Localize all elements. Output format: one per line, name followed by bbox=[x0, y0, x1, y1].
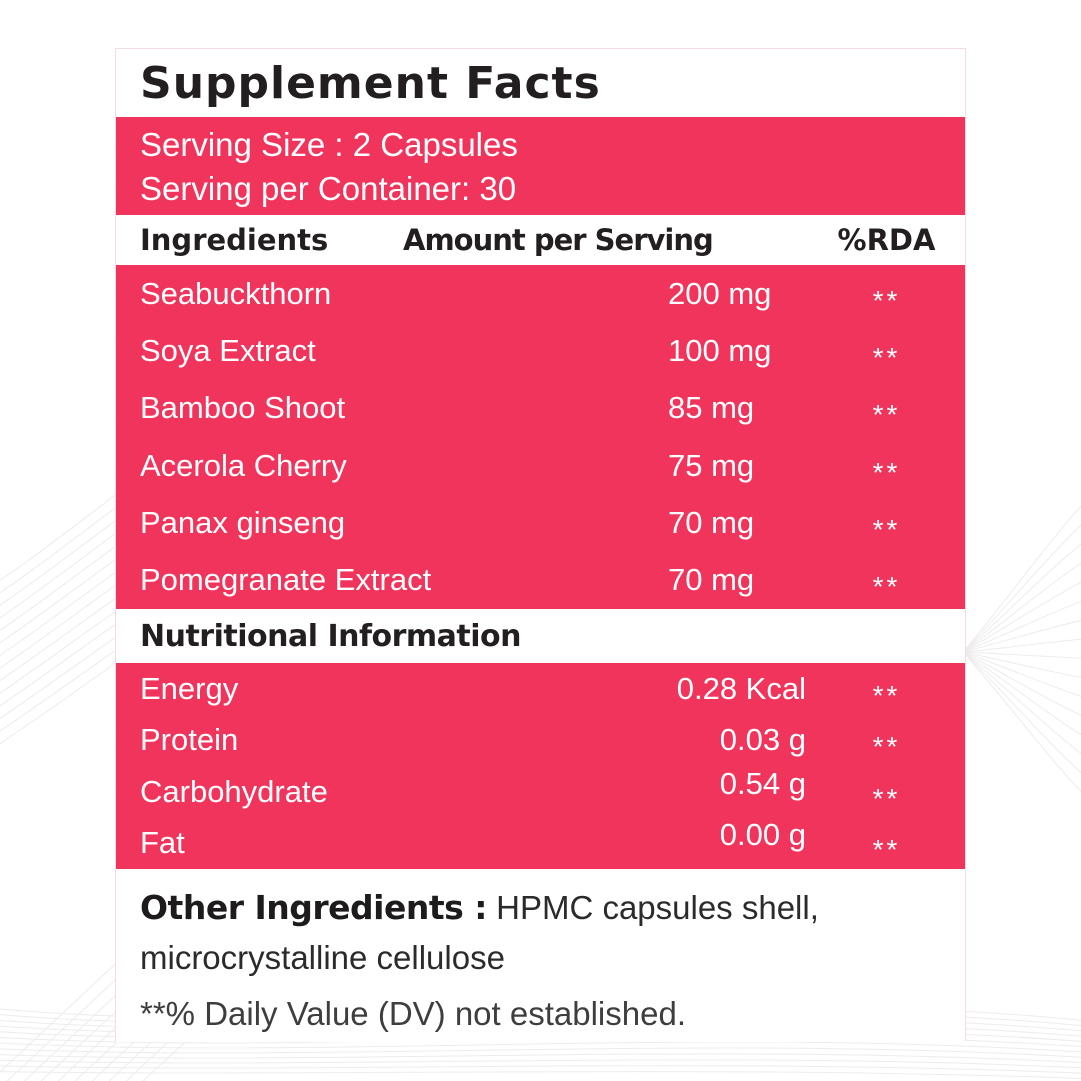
ingredient-row: Panax ginseng 70 mg ** bbox=[116, 494, 965, 551]
column-header-rda: %RDA bbox=[837, 223, 936, 257]
other-ingredients-label: Other Ingredients : bbox=[140, 888, 487, 927]
row-name: Bamboo Shoot bbox=[140, 390, 346, 426]
row-rda: ** bbox=[872, 341, 901, 373]
row-name: Pomegranate Extract bbox=[140, 562, 432, 598]
row-rda: ** bbox=[872, 679, 901, 711]
title-band: Supplement Facts bbox=[116, 49, 965, 117]
ingredients-table: Seabuckthorn 200 mg ** Soya Extract 100 mg **… bbox=[116, 265, 965, 609]
column-header-amount-per-serving: Amount per Serving bbox=[403, 223, 714, 257]
supplement-facts-panel: Supplement Facts Serving Size : 2 Capsul… bbox=[115, 48, 966, 1042]
row-rda: ** bbox=[872, 456, 901, 488]
row-amount: 0.54 g bbox=[719, 765, 806, 801]
nutrition-row: Carbohydrate 0.54 g ** bbox=[116, 766, 965, 818]
row-name: Protein bbox=[140, 722, 239, 758]
nutrition-row: Fat 0.00 g ** bbox=[116, 817, 965, 870]
servings-per-container-line: Serving per Container: 30 bbox=[140, 170, 517, 207]
row-amount: 100 mg bbox=[668, 332, 772, 368]
other-ingredients-line: Other Ingredients : HPMC capsules shell,… bbox=[140, 883, 940, 983]
row-amount: 200 mg bbox=[668, 275, 772, 311]
row-name: Fat bbox=[140, 825, 185, 861]
row-name: Carbohydrate bbox=[140, 773, 328, 809]
row-name: Panax ginseng bbox=[140, 504, 346, 540]
row-rda: ** bbox=[872, 782, 901, 814]
row-amount: 0.28 Kcal bbox=[676, 670, 806, 706]
row-rda: ** bbox=[872, 284, 901, 316]
column-header-ingredients: Ingredients bbox=[140, 223, 329, 257]
footer-section: Other Ingredients : HPMC capsules shell,… bbox=[116, 869, 965, 1042]
row-amount: 0.00 g bbox=[719, 817, 806, 853]
row-rda: ** bbox=[872, 834, 901, 866]
row-rda: ** bbox=[872, 731, 901, 763]
nutrition-table: Energy 0.28 Kcal ** Protein 0.03 g ** Carbohyd… bbox=[116, 663, 965, 869]
row-rda: ** bbox=[872, 513, 901, 545]
nutritional-information-heading: Nutritional Information bbox=[140, 618, 522, 654]
nutrition-row: Energy 0.28 Kcal ** bbox=[116, 663, 965, 715]
table-header-row: Ingredients Amount per Serving %RDA bbox=[116, 215, 965, 265]
row-name: Acerola Cherry bbox=[140, 447, 347, 483]
ingredient-row: Soya Extract 100 mg ** bbox=[116, 322, 965, 379]
row-amount: 85 mg bbox=[668, 390, 755, 426]
row-amount: 0.03 g bbox=[719, 722, 806, 758]
row-amount: 70 mg bbox=[668, 562, 755, 598]
row-rda: ** bbox=[872, 399, 901, 431]
nutrition-row: Protein 0.03 g ** bbox=[116, 715, 965, 767]
page-title: Supplement Facts bbox=[140, 57, 601, 109]
row-amount: 75 mg bbox=[668, 447, 755, 483]
daily-value-footnote: **% Daily Value (DV) not established. bbox=[140, 995, 686, 1032]
row-rda: ** bbox=[872, 571, 901, 603]
row-name: Energy bbox=[140, 670, 239, 706]
row-name: Seabuckthorn bbox=[140, 275, 332, 311]
serving-info-banner: Serving Size : 2 Capsules Serving per Co… bbox=[116, 117, 965, 215]
nutritional-information-band: Nutritional Information bbox=[116, 609, 965, 663]
serving-size-line: Serving Size : 2 Capsules bbox=[140, 126, 518, 163]
ingredient-row: Seabuckthorn 200 mg ** bbox=[116, 265, 965, 322]
ingredient-row: Acerola Cherry 75 mg ** bbox=[116, 437, 965, 494]
ingredient-row: Bamboo Shoot 85 mg ** bbox=[116, 380, 965, 437]
ingredient-row: Pomegranate Extract 70 mg ** bbox=[116, 552, 965, 609]
row-name: Soya Extract bbox=[140, 332, 316, 368]
row-amount: 70 mg bbox=[668, 504, 755, 540]
other-ingredients-value: HPMC capsules shell, microcrystalline ce… bbox=[140, 889, 819, 976]
